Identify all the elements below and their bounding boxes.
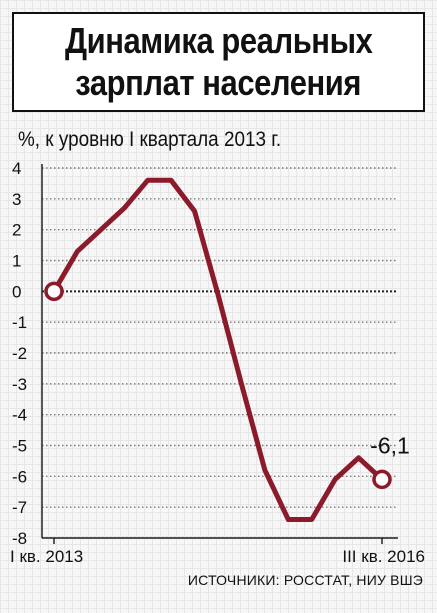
y-tick-label: 2 (12, 221, 21, 240)
end-point-marker (372, 469, 392, 490)
y-tick-label: -6 (12, 467, 27, 486)
y-tick-label: 0 (12, 282, 21, 301)
y-tick-label: 1 (12, 252, 21, 271)
end-value-label: -6,1 (370, 432, 410, 458)
title-line-2: зарплат населения (75, 62, 362, 103)
title-line-1: Динамика реальных (64, 20, 373, 61)
y-tick-label: -3 (12, 375, 27, 394)
y-tick-label: -8 (12, 529, 27, 548)
x-tick-label-start: I кв. 2013 (10, 547, 83, 566)
y-tick-label: -4 (12, 406, 27, 425)
source-note: ИСТОЧНИКИ: РОССТАТ, НИУ ВШЭ (187, 572, 423, 588)
series-line (51, 177, 385, 522)
y-tick-label: -5 (12, 437, 27, 456)
y-axis-label: %, к уровню I квартала 2013 г. (18, 128, 282, 151)
y-tick-label: -7 (12, 498, 27, 517)
y-tick-label: 3 (12, 190, 21, 209)
y-tick-label: 4 (12, 159, 21, 178)
x-tick-label-end: III кв. 2016 (342, 547, 425, 566)
y-tick-label: -1 (12, 313, 27, 332)
y-tick-label: -2 (12, 344, 27, 363)
start-point-marker (44, 281, 64, 302)
title-box: Динамика реальных зарплат населения (12, 12, 425, 112)
